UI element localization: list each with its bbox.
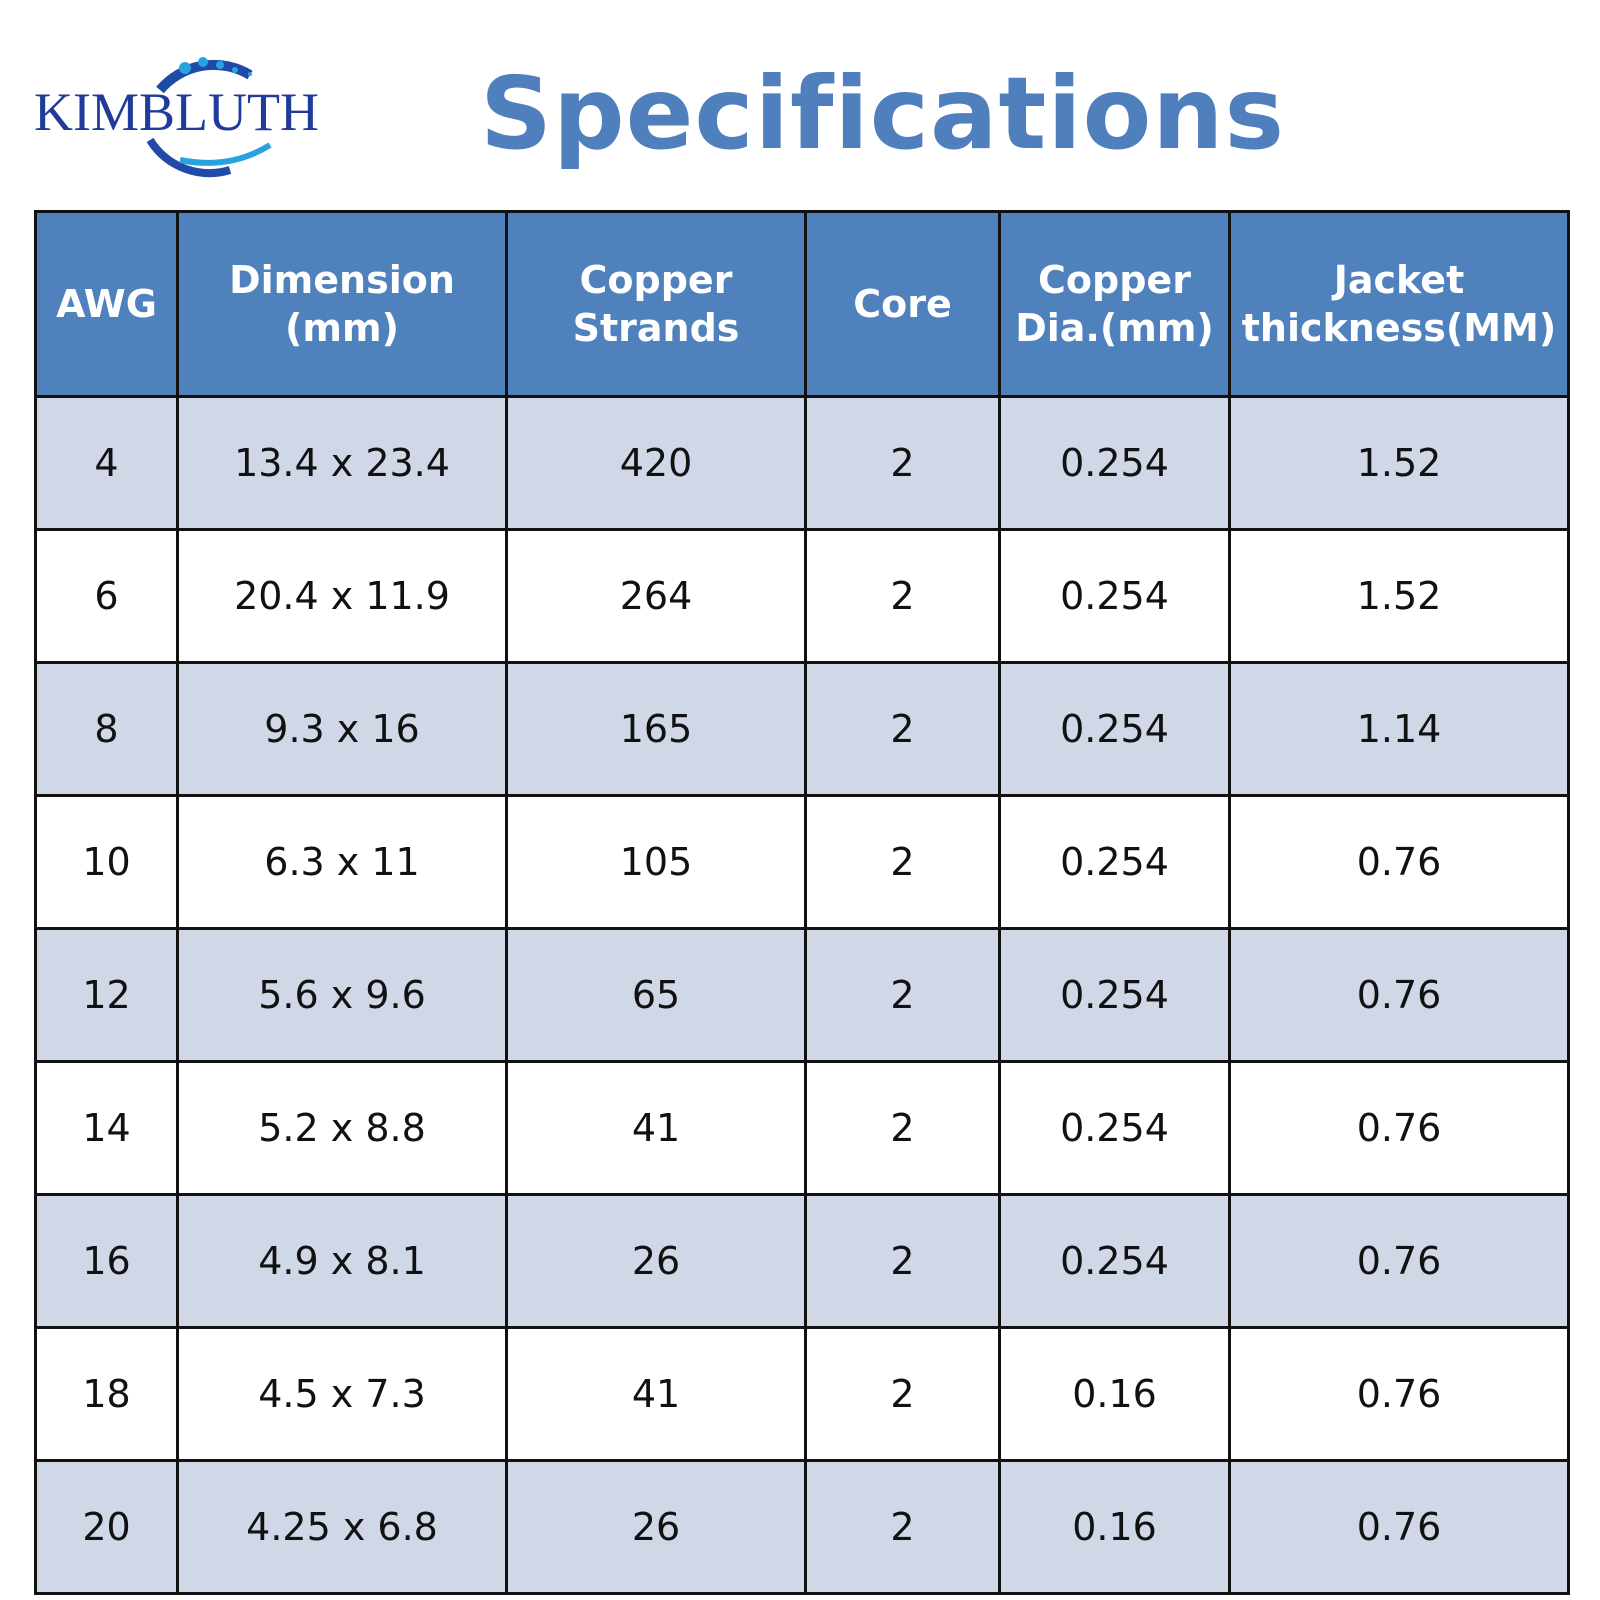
table-row: 6 20.4 x 11.9 264 2 0.254 1.52: [34, 528, 1570, 664]
table-cell: 2: [804, 1459, 1001, 1595]
table-cell: 2: [804, 1193, 1001, 1329]
header-line: Strands: [572, 306, 740, 350]
table-row: 4 13.4 x 23.4 420 2 0.254 1.52: [34, 395, 1570, 531]
table-row: 20 4.25 x 6.8 26 2 0.16 0.76: [34, 1459, 1570, 1595]
table-cell: 1.52: [1228, 395, 1570, 531]
title: Specifications: [480, 55, 1286, 172]
table-cell: 8: [34, 661, 179, 797]
table-row: 14 5.2 x 8.8 41 2 0.254 0.76: [34, 1060, 1570, 1196]
header-line: Jacket: [1333, 258, 1465, 302]
table-cell: 14: [34, 1060, 179, 1196]
table-cell: 4.25 x 6.8: [176, 1459, 508, 1595]
table-cell: 20.4 x 11.9: [176, 528, 508, 664]
logo-dot: [198, 57, 208, 67]
column-header: Copper Strands: [505, 210, 807, 398]
column-header: AWG: [34, 210, 179, 398]
logo-dot: [179, 62, 191, 74]
table-cell: 18: [34, 1326, 179, 1462]
table-cell: 65: [505, 927, 807, 1063]
table-cell: 2: [804, 528, 1001, 664]
table-cell: 2: [804, 1326, 1001, 1462]
table-row: 10 6.3 x 11 105 2 0.254 0.76: [34, 794, 1570, 930]
column-header: Jacket thickness(MM): [1228, 210, 1570, 398]
logo: KIMBLUTH: [34, 57, 319, 178]
table-cell: 0.76: [1228, 794, 1570, 930]
logo-text: KIMBLUTH: [34, 82, 319, 142]
table-cell: 4.9 x 8.1: [176, 1193, 508, 1329]
logo-dot: [248, 72, 252, 76]
table-cell: 420: [505, 395, 807, 531]
header-line: Dia.(mm): [1015, 306, 1214, 350]
logo-arc: [146, 137, 232, 178]
table-cell: 4: [34, 395, 179, 531]
column-header: Core: [804, 210, 1001, 398]
table-cell: 0.254: [998, 528, 1231, 664]
table-cell: 2: [804, 1060, 1001, 1196]
table-cell: 6.3 x 11: [176, 794, 508, 930]
table-cell: 13.4 x 23.4: [176, 395, 508, 531]
table-cell: 41: [505, 1060, 807, 1196]
table-cell: 6: [34, 528, 179, 664]
table-cell: 20: [34, 1459, 179, 1595]
logo-dot: [232, 67, 238, 73]
table-cell: 26: [505, 1193, 807, 1329]
table-row: 12 5.6 x 9.6 65 2 0.254 0.76: [34, 927, 1570, 1063]
table-cell: 0.16: [998, 1326, 1231, 1462]
table-cell: 0.76: [1228, 1326, 1570, 1462]
table-cell: 2: [804, 927, 1001, 1063]
table-cell: 0.76: [1228, 1459, 1570, 1595]
table-cell: 0.254: [998, 794, 1231, 930]
table-cell: 12: [34, 927, 179, 1063]
table-cell: 10: [34, 794, 179, 930]
table-cell: 0.76: [1228, 1193, 1570, 1329]
table-cell: 264: [505, 528, 807, 664]
header-line: Dimension: [229, 258, 455, 302]
header-line: Core: [853, 282, 952, 326]
table-cell: 0.76: [1228, 927, 1570, 1063]
table-cell: 26: [505, 1459, 807, 1595]
column-header: Dimension (mm): [176, 210, 508, 398]
table-cell: 2: [804, 395, 1001, 531]
header-line: thickness(MM): [1241, 306, 1557, 350]
table-cell: 0.254: [998, 395, 1231, 531]
table-row: 16 4.9 x 8.1 26 2 0.254 0.76: [34, 1193, 1570, 1329]
table-cell: 5.6 x 9.6: [176, 927, 508, 1063]
table-cell: 2: [804, 794, 1001, 930]
logo-dot: [216, 61, 224, 69]
header-line: AWG: [56, 282, 157, 326]
table-row: 18 4.5 x 7.3 41 2 0.16 0.76: [34, 1326, 1570, 1462]
column-header: Copper Dia.(mm): [998, 210, 1231, 398]
table-cell: 1.14: [1228, 661, 1570, 797]
table-cell: 0.16: [998, 1459, 1231, 1595]
table-cell: 0.76: [1228, 1060, 1570, 1196]
table-cell: 41: [505, 1326, 807, 1462]
table-cell: 105: [505, 794, 807, 930]
table-row: 8 9.3 x 16 165 2 0.254 1.14: [34, 661, 1570, 797]
table-cell: 2: [804, 661, 1001, 797]
table-cell: 9.3 x 16: [176, 661, 508, 797]
header-line: (mm): [285, 306, 399, 350]
header-row: AWG Dimension (mm) Copper Strands Core Copper D…: [34, 210, 1570, 398]
header-line: Copper: [1038, 258, 1191, 302]
table-cell: 0.254: [998, 661, 1231, 797]
table-cell: 0.254: [998, 1060, 1231, 1196]
header-line: Copper: [579, 258, 733, 302]
spec-table: AWG Dimension (mm) Copper Strands Core Copper D…: [34, 210, 1570, 1595]
table-cell: 0.254: [998, 1193, 1231, 1329]
table-cell: 16: [34, 1193, 179, 1329]
table-cell: 5.2 x 8.8: [176, 1060, 508, 1196]
table-cell: 4.5 x 7.3: [176, 1326, 508, 1462]
table-cell: 0.254: [998, 927, 1231, 1063]
logo-wave: [179, 142, 272, 166]
table-cell: 1.52: [1228, 528, 1570, 664]
table-cell: 165: [505, 661, 807, 797]
